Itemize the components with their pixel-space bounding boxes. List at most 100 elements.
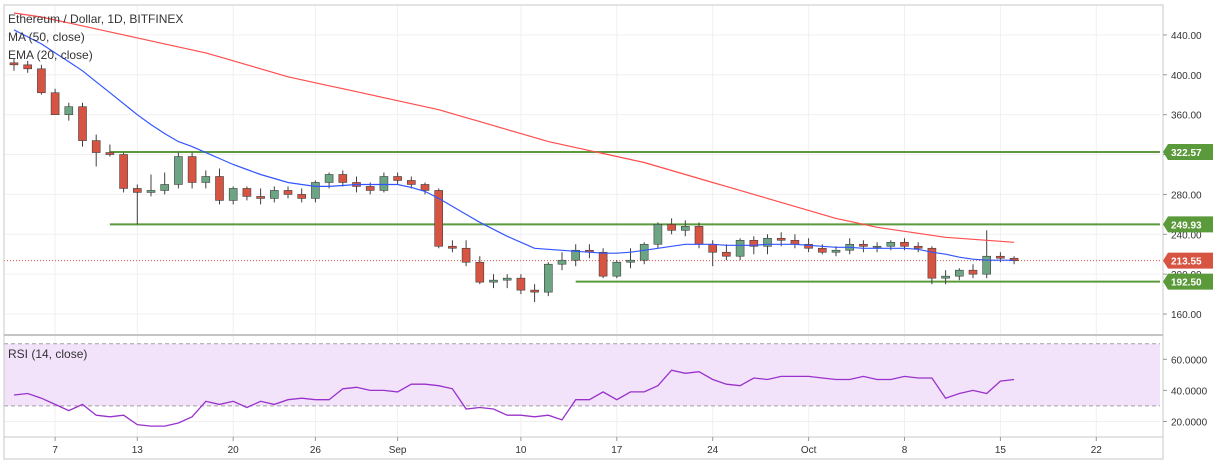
time-tick-label: 24 [707, 445, 719, 456]
candle-up [201, 176, 211, 183]
rsi-band [4, 343, 1160, 407]
candle-down [338, 174, 348, 183]
candle-down [996, 255, 1005, 259]
candle-down [105, 152, 115, 155]
candle-up [639, 243, 649, 261]
candle-down [817, 247, 827, 253]
candle-down [256, 196, 265, 199]
rsi-line [13, 369, 1015, 427]
candle-down [475, 261, 485, 283]
candle-down [119, 154, 128, 189]
candle-down [516, 277, 526, 291]
candle-down [694, 226, 704, 245]
candle-up [763, 237, 772, 247]
candle-up [489, 279, 498, 283]
candle-up [680, 226, 690, 231]
level-tag: 322.57 [1171, 148, 1202, 159]
indicator-lines [13, 12, 1015, 261]
candle-up [954, 269, 964, 277]
time-tick-label: 17 [611, 445, 623, 456]
candle-up [872, 245, 882, 248]
candle-up [502, 277, 512, 281]
candle-down [406, 180, 416, 185]
time-tick-label: 8 [902, 445, 908, 456]
candle-down [91, 140, 101, 153]
time-tick-label: Oct [801, 445, 817, 456]
candle-down [23, 64, 33, 70]
time-tick-label: 10 [515, 445, 527, 456]
price-tick-label: 280.00 [1171, 190, 1202, 201]
rsi-legend: RSI (14, close) [8, 347, 87, 361]
candle-down [242, 188, 252, 197]
candle-up [571, 249, 581, 261]
level-tag-bg [1163, 143, 1213, 160]
ema-legend: EMA (20, close) [8, 48, 93, 62]
candles [9, 58, 1019, 303]
price-tick-label: 240.00 [1171, 230, 1202, 241]
candle-up [626, 259, 635, 263]
support-resistance-levels [4, 150, 1160, 283]
candle-down [78, 106, 87, 141]
candle-down [365, 186, 375, 191]
level-tag: 192.50 [1171, 278, 1202, 289]
candle-down [913, 245, 923, 249]
candle-down [900, 241, 909, 247]
rsi-tick-label: 40.0000 [1171, 386, 1208, 397]
ema-line [13, 29, 1015, 261]
price-tick-label: 440.00 [1171, 31, 1202, 42]
candle-up [735, 239, 745, 257]
candle-down [667, 224, 676, 231]
candle-down [9, 62, 19, 66]
candle-down [187, 156, 197, 183]
candle-down [749, 239, 759, 247]
time-tick-label: 20 [228, 445, 240, 456]
candle-down [598, 251, 608, 277]
candle-down [530, 289, 539, 293]
legend: Ethereum / Dollar, 1D, BITFINEX MA (50, … [8, 12, 183, 361]
candle-down [434, 190, 444, 247]
candle-down [448, 245, 457, 249]
candle-up [146, 190, 156, 193]
candle-down [215, 176, 224, 201]
candle-down [927, 247, 937, 279]
candle-down [776, 237, 786, 241]
candle-up [543, 263, 553, 293]
rsi-tick-label: 20.0000 [1171, 417, 1208, 428]
price-tick-label: 400.00 [1171, 71, 1202, 82]
candle-down [708, 243, 718, 253]
candle-down [968, 269, 978, 275]
price-tick-label: 160.00 [1171, 310, 1202, 321]
level-tag-bg [1163, 273, 1213, 290]
chart-title: Ethereum / Dollar, 1D, BITFINEX [8, 12, 183, 26]
candle-down [297, 194, 307, 199]
candle-down [859, 243, 868, 247]
candle-down [133, 188, 142, 193]
candle-up [64, 106, 74, 115]
candle-up [941, 275, 950, 279]
ma-line [13, 12, 1015, 243]
candle-down [37, 68, 46, 94]
last-price-tag-bg [1163, 252, 1213, 269]
price-tick-label: 360.00 [1171, 111, 1202, 122]
price-tags: 322.57 249.93 192.50 213.55 [1163, 143, 1213, 290]
candle-up [174, 156, 183, 185]
candle-up [557, 259, 567, 265]
rsi-tick-label: 60.0000 [1171, 355, 1208, 366]
candle-down [804, 243, 813, 249]
candle-up [982, 255, 992, 275]
candle-down [461, 247, 471, 263]
candle-up [269, 190, 279, 199]
candle-up [831, 249, 841, 253]
candle-down [790, 239, 800, 245]
rsi-band-fill [4, 343, 1160, 406]
candle-up [653, 224, 663, 245]
frame [3, 4, 1164, 460]
rsi-line-group [13, 369, 1015, 427]
time-axis[interactable]: 7 13 20 26 Sep 10 17 24 Oct 8 15 22 [52, 437, 1102, 456]
time-tick-label: Sep [389, 445, 407, 456]
candle-up [886, 241, 896, 247]
rsi-axis[interactable]: 20.0000 40.0000 60.0000 [1163, 355, 1208, 428]
candle-down [283, 190, 293, 195]
candle-down [393, 176, 402, 181]
